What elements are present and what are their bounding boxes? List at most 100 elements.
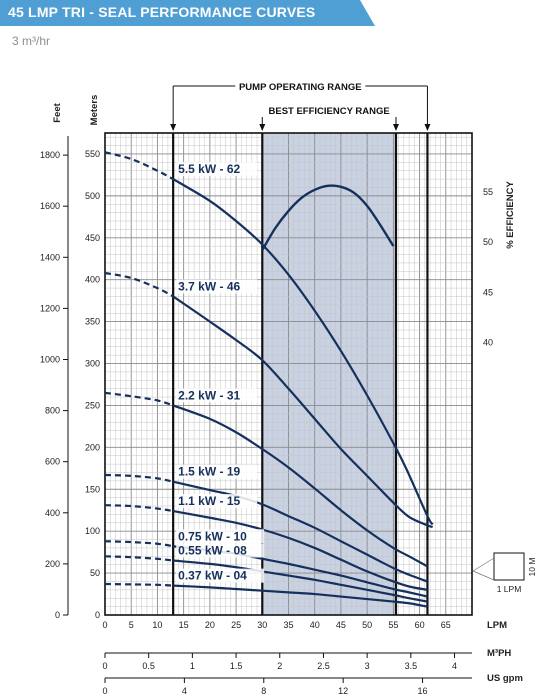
lpm-tick-label: 60 <box>415 620 425 630</box>
efficiency-tick-label: 45 <box>483 287 493 297</box>
secondary-tick-label: 3 <box>365 661 370 671</box>
efficiency-tick-label: 50 <box>483 237 493 247</box>
bracket-label-bg <box>261 103 398 117</box>
curve-label: 5.5 kW - 62 <box>178 162 240 176</box>
curve-label: 0.75 kW - 10 <box>178 529 247 543</box>
curve-label-bg <box>176 543 265 558</box>
lpm-tick-label: 0 <box>102 620 107 630</box>
best-efficiency-band <box>262 133 396 615</box>
lpm-axis: 0 5 10 15 20 25 30 35 40 45 50 55 60 65 LPM <box>102 620 507 631</box>
scale-key-y-label: 10 M <box>527 558 537 577</box>
secondary-tick-label: 4 <box>182 686 187 696</box>
curve-2-dashed <box>104 391 174 407</box>
meters-tick-label: 150 <box>85 484 100 494</box>
curve-7-dashed <box>104 582 174 587</box>
bracket-arrow <box>259 124 266 131</box>
curve-2-solid <box>172 404 428 568</box>
bracket-arrow <box>170 124 177 131</box>
meters-tick-label: 200 <box>85 442 100 452</box>
secondary-tick-label: 1.5 <box>230 661 243 671</box>
title-banner: 45 LMP TRI - SEAL PERFORMANCE CURVES <box>0 0 375 26</box>
curve-7-solid <box>173 584 428 608</box>
curve-label: 0.55 kW - 08 <box>178 544 247 558</box>
secondary-x-axis-0: 0 0.5 1 1.5 2 2.5 3 3.5 4 M³PH <box>102 648 511 671</box>
meters-tick-label: 550 <box>85 149 100 159</box>
secondary-axis-title: M³PH <box>487 648 511 659</box>
meters-tick-label: 450 <box>85 233 100 243</box>
feet-tick-label: 1400 <box>40 252 60 262</box>
curve-4-dashed <box>104 504 174 513</box>
feet-tick-label: 600 <box>45 457 60 467</box>
meters-axis: 0 50 100 150 200 250 300 350 400 450 500 550 Meters <box>85 95 100 620</box>
secondary-tick-label: 16 <box>418 686 428 696</box>
efficiency-curve <box>261 184 395 251</box>
curve-label: 3.7 kW - 46 <box>178 279 240 293</box>
scale-key: 1 LPM 10 M <box>472 552 537 594</box>
curve-label-bg <box>176 162 258 177</box>
secondary-tick-label: 8 <box>261 686 266 696</box>
curve-label: 2.2 kW - 31 <box>178 388 240 402</box>
secondary-tick-label: 1 <box>190 661 195 671</box>
secondary-axis-title: US gpm <box>487 673 523 684</box>
plot-frame <box>104 132 473 616</box>
meters-tick-label: 500 <box>85 191 100 201</box>
lpm-tick-label: 55 <box>388 620 398 630</box>
secondary-tick-label: 0.5 <box>142 661 155 671</box>
best-efficiency-range-bracket: BEST EFFICIENCY RANGE <box>259 103 399 131</box>
meters-axis-title: Meters <box>89 95 100 126</box>
bracket-label-bg <box>235 79 366 93</box>
bracket-arrow <box>424 124 431 131</box>
performance-curves: 5.5 kW - 62 3.7 kW - 46 2.2 kW - 31 1.5 kW … <box>104 151 434 608</box>
curve-6-solid <box>173 559 428 603</box>
feet-tick-label: 1200 <box>40 303 60 313</box>
feet-axis: 0 200 400 600 800 1000 1200 1400 1600 1800 Feet <box>40 102 69 620</box>
feet-tick-label: 0 <box>55 610 60 620</box>
meters-tick-label: 100 <box>85 526 100 536</box>
curve-label: 1.1 kW - 15 <box>178 494 240 508</box>
meters-tick-label: 250 <box>85 400 100 410</box>
meters-tick-label: 300 <box>85 359 100 369</box>
secondary-tick-label: 0 <box>102 686 107 696</box>
scale-key-x-label: 1 LPM <box>497 584 522 594</box>
lpm-axis-title: LPM <box>487 620 507 631</box>
curve-label-bg <box>176 388 258 403</box>
meters-tick-label: 400 <box>85 275 100 285</box>
lpm-tick-label: 5 <box>129 620 134 630</box>
feet-tick-label: 200 <box>45 559 60 569</box>
feet-tick-label: 1800 <box>40 150 60 160</box>
meters-tick-label: 0 <box>95 610 100 620</box>
bracket-arrow <box>392 124 399 131</box>
meters-tick-label: 50 <box>90 568 100 578</box>
curve-label-bg <box>176 464 258 479</box>
curve-label-bg <box>176 568 265 583</box>
curve-0-dashed <box>104 151 174 181</box>
lpm-tick-label: 65 <box>441 620 451 630</box>
feet-tick-label: 400 <box>45 508 60 518</box>
secondary-tick-label: 2.5 <box>317 661 330 671</box>
curve-0-solid <box>172 178 434 526</box>
curve-label-bg <box>176 494 258 509</box>
lpm-tick-label: 15 <box>179 620 189 630</box>
curve-label: 1.5 kW - 19 <box>178 465 240 479</box>
lpm-tick-label: 25 <box>231 620 241 630</box>
scale-key-leader <box>472 557 495 572</box>
lpm-tick-label: 40 <box>310 620 320 630</box>
scale-key-box <box>493 552 525 581</box>
scale-key-leader <box>472 570 495 581</box>
feet-axis-title: Feet <box>52 102 63 122</box>
grid <box>104 133 473 616</box>
secondary-tick-label: 0 <box>102 661 107 671</box>
curve-1-solid <box>172 295 434 529</box>
curve-label: 0.37 kW - 04 <box>178 569 247 583</box>
secondary-tick-label: 12 <box>338 686 348 696</box>
secondary-tick-label: 2 <box>277 661 282 671</box>
feet-tick-label: 1600 <box>40 201 60 211</box>
page-subtitle: 3 m³/hr <box>12 34 51 48</box>
curve-label-bg <box>176 529 265 544</box>
pump-operating-range-bracket: PUMP OPERATING RANGE <box>170 79 431 131</box>
lpm-tick-label: 50 <box>362 620 372 630</box>
curve-4-solid <box>172 509 428 591</box>
lpm-tick-label: 20 <box>205 620 215 630</box>
efficiency-axis: 40 45 50 55 % EFFICIENCY <box>483 181 516 348</box>
